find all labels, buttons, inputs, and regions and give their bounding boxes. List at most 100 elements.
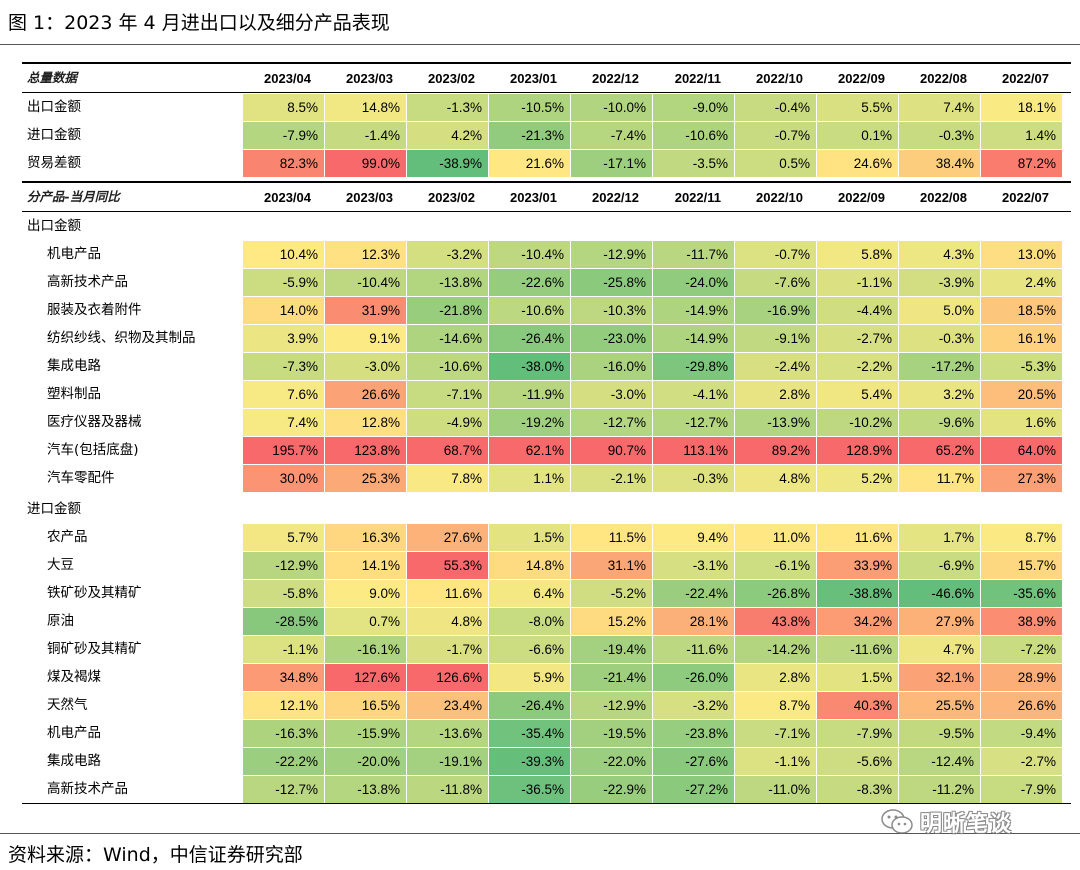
- value-cell: -9.4%: [981, 720, 1063, 747]
- value-cell: 20.5%: [981, 381, 1063, 408]
- value-cell: -22.9%: [571, 776, 653, 803]
- table-row: 天然气 12.1% 16.5% 23.4% -26.4% -12.9% -3.2% 8.7% 4…: [22, 691, 1071, 719]
- period-header: 2022/08: [920, 190, 967, 205]
- value-cell: -23.0%: [571, 325, 653, 352]
- value-cell: -26.0%: [653, 664, 735, 691]
- value-cell: -5.2%: [571, 580, 653, 607]
- value-cell: -12.7%: [243, 776, 325, 803]
- period-header: 2022/12: [592, 190, 639, 205]
- table-row: 服装及衣着附件 14.0% 31.9% -21.8% -10.6% -10.3% -14.9…: [22, 296, 1071, 324]
- period-header: 2023/01: [510, 190, 557, 205]
- value-cell: 6.4%: [489, 580, 571, 607]
- row-label: 高新技术产品: [47, 781, 128, 797]
- value-cell: -3.0%: [325, 353, 407, 380]
- group-title-row: 进口金额: [22, 495, 1071, 523]
- value-cell: 38.9%: [981, 608, 1063, 635]
- value-cell: 1.1%: [489, 465, 571, 492]
- value-cell: 68.7%: [407, 437, 489, 464]
- value-cell: 7.4%: [899, 94, 981, 121]
- value-cell: -9.5%: [899, 720, 981, 747]
- value-cell: 7.4%: [243, 409, 325, 436]
- value-cell: -39.3%: [489, 748, 571, 775]
- value-cell: 55.3%: [407, 552, 489, 579]
- value-cell: -1.4%: [325, 122, 407, 149]
- value-cell: -10.4%: [489, 241, 571, 268]
- row-label: 贸易差额: [27, 155, 81, 171]
- value-cell: -20.0%: [325, 748, 407, 775]
- value-cell: -2.7%: [817, 325, 899, 352]
- table-row: 煤及褐煤 34.8% 127.6% 126.6% 5.9% -21.4% -26.0% 2.8…: [22, 663, 1071, 691]
- row-label: 原油: [47, 613, 74, 629]
- row-label: 汽车(包括底盘): [47, 442, 139, 458]
- value-cell: -1.7%: [407, 636, 489, 663]
- table-row: 集成电路 -22.2% -20.0% -19.1% -39.3% -22.0% -27.6%…: [22, 747, 1071, 775]
- value-cell: 18.1%: [981, 94, 1063, 121]
- value-cell: 18.5%: [981, 297, 1063, 324]
- period-header: 2022/12: [592, 71, 639, 86]
- value-cell: 7.8%: [407, 465, 489, 492]
- value-cell: 12.3%: [325, 241, 407, 268]
- table-row: 大豆 -12.9% 14.1% 55.3% 14.8% 31.1% -3.1% -6.1% 33…: [22, 551, 1071, 579]
- value-cell: -19.1%: [407, 748, 489, 775]
- value-cell: 0.7%: [325, 608, 407, 635]
- value-cell: 11.6%: [407, 580, 489, 607]
- value-cell: -0.3%: [899, 122, 981, 149]
- value-cell: -25.8%: [571, 269, 653, 296]
- value-cell: -11.8%: [407, 776, 489, 803]
- value-cell: -38.8%: [817, 580, 899, 607]
- value-cell: 62.1%: [489, 437, 571, 464]
- value-cell: 31.9%: [325, 297, 407, 324]
- value-cell: -11.9%: [489, 381, 571, 408]
- row-label: 农产品: [47, 529, 88, 545]
- value-cell: 126.6%: [407, 664, 489, 691]
- value-cell: 14.1%: [325, 552, 407, 579]
- value-cell: -7.4%: [571, 122, 653, 149]
- value-cell: 4.7%: [899, 636, 981, 663]
- table-row: 集成电路 -7.3% -3.0% -10.6% -38.0% -16.0% -29.8% -2…: [22, 352, 1071, 380]
- table-row: 铁矿砂及其精矿 -5.8% 9.0% 11.6% 6.4% -5.2% -22.4% -26.…: [22, 579, 1071, 607]
- value-cell: -7.9%: [817, 720, 899, 747]
- row-label: 出口金额: [27, 99, 81, 115]
- value-cell: -0.3%: [899, 325, 981, 352]
- value-cell: -10.0%: [571, 94, 653, 121]
- row-label: 铜矿砂及其精矿: [47, 641, 142, 657]
- value-cell: -0.7%: [735, 241, 817, 268]
- value-cell: -3.2%: [407, 241, 489, 268]
- value-cell: 127.6%: [325, 664, 407, 691]
- value-cell: -11.6%: [653, 636, 735, 663]
- table-row: 机电产品 -16.3% -15.9% -13.6% -35.4% -19.5% -23.8%…: [22, 719, 1071, 747]
- title-divider: [0, 44, 1080, 45]
- value-cell: -22.4%: [653, 580, 735, 607]
- value-cell: -12.7%: [571, 409, 653, 436]
- value-cell: -13.9%: [735, 409, 817, 436]
- row-label: 纺织纱线、织物及其制品: [47, 330, 196, 346]
- value-cell: 1.4%: [981, 122, 1063, 149]
- value-cell: -22.0%: [571, 748, 653, 775]
- value-cell: -21.3%: [489, 122, 571, 149]
- row-label: 汽车零配件: [47, 470, 115, 486]
- value-cell: 87.2%: [981, 150, 1063, 177]
- value-cell: 15.2%: [571, 608, 653, 635]
- value-cell: 5.0%: [899, 297, 981, 324]
- value-cell: -1.1%: [735, 748, 817, 775]
- value-cell: -10.4%: [325, 269, 407, 296]
- value-cell: 27.3%: [981, 465, 1063, 492]
- value-cell: 43.8%: [735, 608, 817, 635]
- value-cell: -16.0%: [571, 353, 653, 380]
- table-row: 进口金额 -7.9% -1.4% 4.2% -21.3% -7.4% -10.6% -0.7%…: [22, 121, 1071, 149]
- value-cell: 5.8%: [817, 241, 899, 268]
- group-title: 进口金额: [27, 501, 81, 517]
- value-cell: -0.3%: [653, 465, 735, 492]
- value-cell: -10.6%: [407, 353, 489, 380]
- period-header: 2022/09: [838, 190, 885, 205]
- row-label: 塑料制品: [47, 386, 101, 402]
- value-cell: -6.9%: [899, 552, 981, 579]
- value-cell: 25.3%: [325, 465, 407, 492]
- table-row: 高新技术产品 -12.7% -13.8% -11.8% -36.5% -22.9% -27.…: [22, 775, 1071, 803]
- value-cell: 89.2%: [735, 437, 817, 464]
- row-label: 服装及衣着附件: [47, 302, 142, 318]
- value-cell: -11.2%: [899, 776, 981, 803]
- value-cell: -3.1%: [653, 552, 735, 579]
- period-header: 2023/02: [428, 71, 475, 86]
- value-cell: -6.1%: [735, 552, 817, 579]
